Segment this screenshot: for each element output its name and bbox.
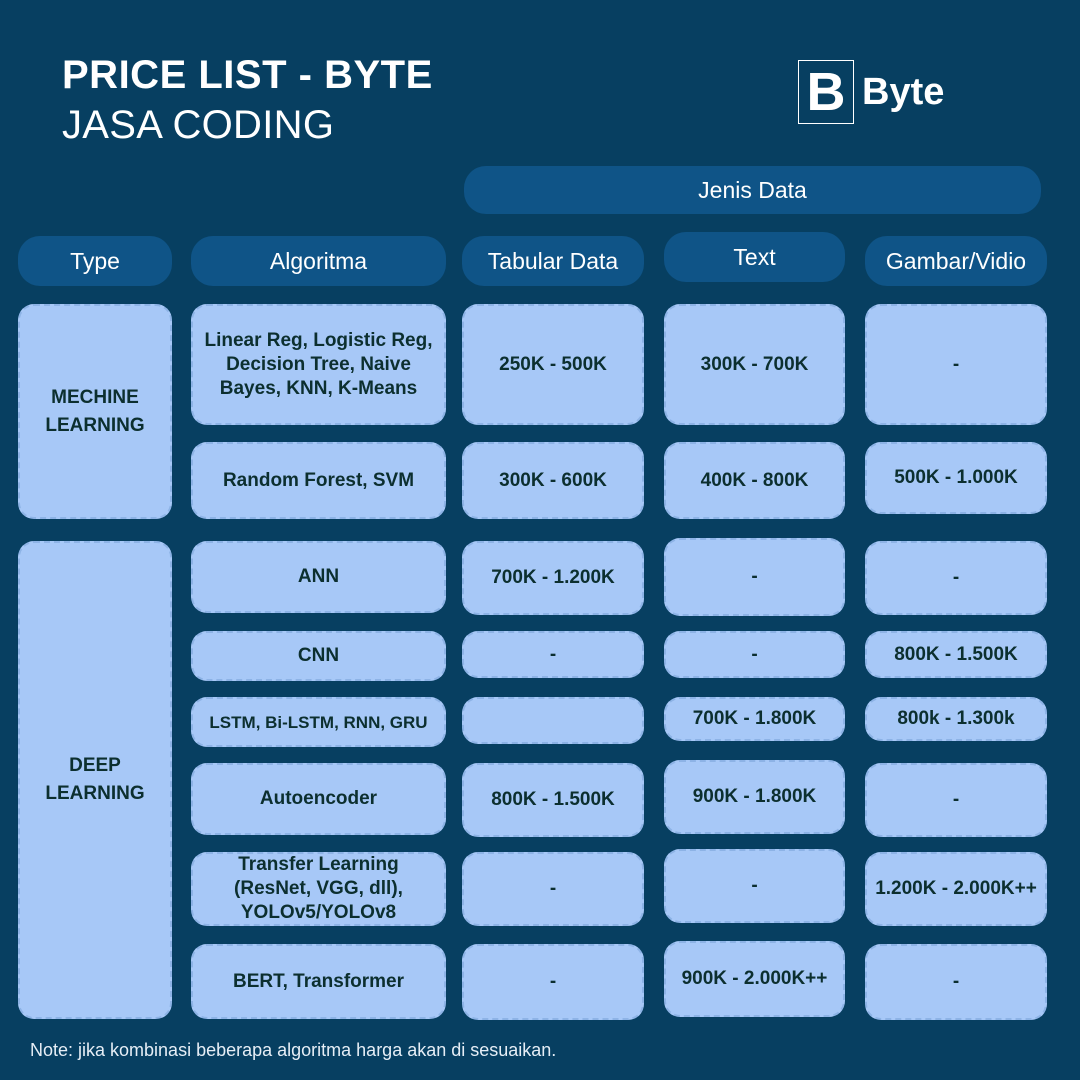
row-1-tabular: 300K - 600K (462, 442, 644, 519)
row-7-text: 900K - 2.000K++ (664, 941, 845, 1017)
row-5-algorithm: Autoencoder (191, 763, 446, 835)
row-0-image: - (865, 304, 1047, 425)
page-title: PRICE LIST - BYTE (62, 53, 433, 97)
row-4-algorithm: LSTM, Bi-LSTM, RNN, GRU (191, 697, 446, 747)
header-tabular-data: Tabular Data (462, 236, 644, 286)
footer-note: Note: jika kombinasi beberapa algoritma … (30, 1040, 557, 1060)
row-6-text: - (664, 849, 845, 923)
header-gambar-vidio: Gambar/Vidio (865, 236, 1047, 286)
row-3-algorithm: CNN (191, 631, 446, 681)
row-7-image: - (865, 944, 1047, 1020)
row-2-tabular: 700K - 1.200K (462, 541, 644, 615)
row-1-image: 500K - 1.000K (865, 442, 1047, 514)
row-0-algorithm: Linear Reg, Logistic Reg, Decision Tree,… (191, 304, 446, 425)
row-4-tabular (462, 697, 644, 744)
row-7-algorithm: BERT, Transformer (191, 944, 446, 1019)
row-4-text: 700K - 1.800K (664, 697, 845, 741)
row-5-image: - (865, 763, 1047, 837)
row-0-text: 300K - 700K (664, 304, 845, 425)
row-5-tabular: 800K - 1.500K (462, 763, 644, 837)
row-7-tabular: - (462, 944, 644, 1020)
row-3-text: - (664, 631, 845, 678)
header-algoritma: Algoritma (191, 236, 446, 286)
row-3-image: 800K - 1.500K (865, 631, 1047, 678)
logo-text: Byte (862, 70, 945, 113)
type-machine-learning: MECHINE LEARNING (18, 304, 172, 519)
row-2-text: - (664, 538, 845, 616)
brand-logo: B Byte (798, 60, 944, 124)
row-4-image: 800k - 1.300k (865, 697, 1047, 741)
row-6-tabular: - (462, 852, 644, 926)
page-subtitle: JASA CODING (62, 103, 335, 147)
type-deep-learning: DEEP LEARNING (18, 541, 172, 1019)
header-text: Text (664, 232, 845, 282)
row-1-text: 400K - 800K (664, 442, 845, 519)
row-3-tabular: - (462, 631, 644, 678)
row-5-text: 900K - 1.800K (664, 760, 845, 834)
header-type: Type (18, 236, 172, 286)
row-1-algorithm: Random Forest, SVM (191, 442, 446, 519)
row-6-algorithm: Transfer Learning (ResNet, VGG, dll), YO… (191, 852, 446, 926)
row-6-image: 1.200K - 2.000K++ (865, 852, 1047, 926)
header-jenis-data: Jenis Data (464, 166, 1041, 214)
row-2-algorithm: ANN (191, 541, 446, 613)
row-2-image: - (865, 541, 1047, 615)
logo-mark: B (798, 60, 854, 124)
row-0-tabular: 250K - 500K (462, 304, 644, 425)
